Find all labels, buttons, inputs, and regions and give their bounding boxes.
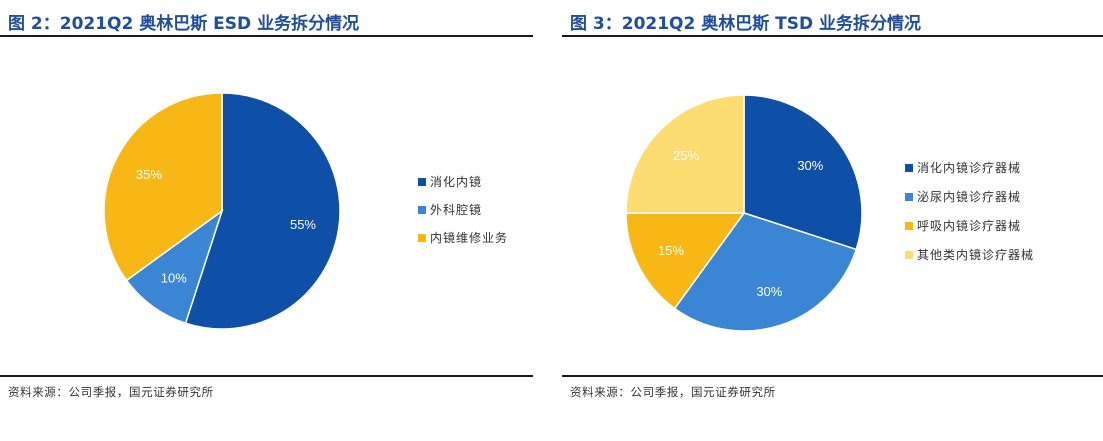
source-note: 资料来源：公司季报，国元证券研究所 [8,385,214,399]
legend-label: 内镜维修业务 [430,230,508,245]
slice-percent-label: 30% [756,284,782,299]
slice-percent-label: 25% [673,148,699,163]
legend-label: 泌尿内镜诊疗器械 [917,189,1021,204]
legend-swatch [905,193,913,201]
pie-slice [625,212,746,310]
title-divider [0,35,533,37]
legend-label: 呼吸内镜诊疗器械 [917,218,1021,233]
legend-label: 消化内镜 [430,174,482,189]
legend-swatch [905,251,913,259]
legend-swatch [905,164,913,172]
source-divider [562,375,1103,377]
slice-percent-label: 15% [658,243,684,258]
slice-percent-label: 35% [136,167,162,182]
legend-swatch [418,234,426,242]
slice-percent-label: 55% [290,217,316,232]
title-divider [562,35,1103,37]
legend-label: 消化内镜诊疗器械 [917,160,1021,175]
legend-swatch [418,178,426,186]
legend-swatch [905,222,913,230]
chart-panel-esd: 图 2：2021Q2 奥林巴斯 ESD 业务拆分情况 55% 10% 35% 消化内镜… [0,0,533,441]
chart-title: 图 3：2021Q2 奥林巴斯 TSD 业务拆分情况 [570,14,922,34]
chart-title: 图 2：2021Q2 奥林巴斯 ESD 业务拆分情况 [8,14,360,34]
source-divider [0,375,533,377]
pie-slice [673,212,858,332]
pie-slice [103,92,223,282]
slice-percent-label: 30% [797,158,823,173]
source-note: 资料来源：公司季报，国元证券研究所 [570,385,776,399]
legend-label: 外科腔镜 [430,202,482,217]
pie-slice [184,92,341,330]
legend-swatch [418,206,426,214]
pie-slice [743,94,863,251]
slice-percent-label: 10% [161,270,187,285]
pie-slice [625,94,745,214]
legend-label: 其他类内镜诊疗器械 [917,247,1034,262]
pie-slice [125,209,224,325]
pie-chart-tsd: 30% 30% 15% 25% 消化内镜诊疗器械泌尿内镜诊疗器械呼吸内镜诊疗器械其他类内… [625,94,1034,332]
chart-panel-tsd: 图 3：2021Q2 奥林巴斯 TSD 业务拆分情况 30% 30% 15% 25% 消… [562,0,1103,441]
